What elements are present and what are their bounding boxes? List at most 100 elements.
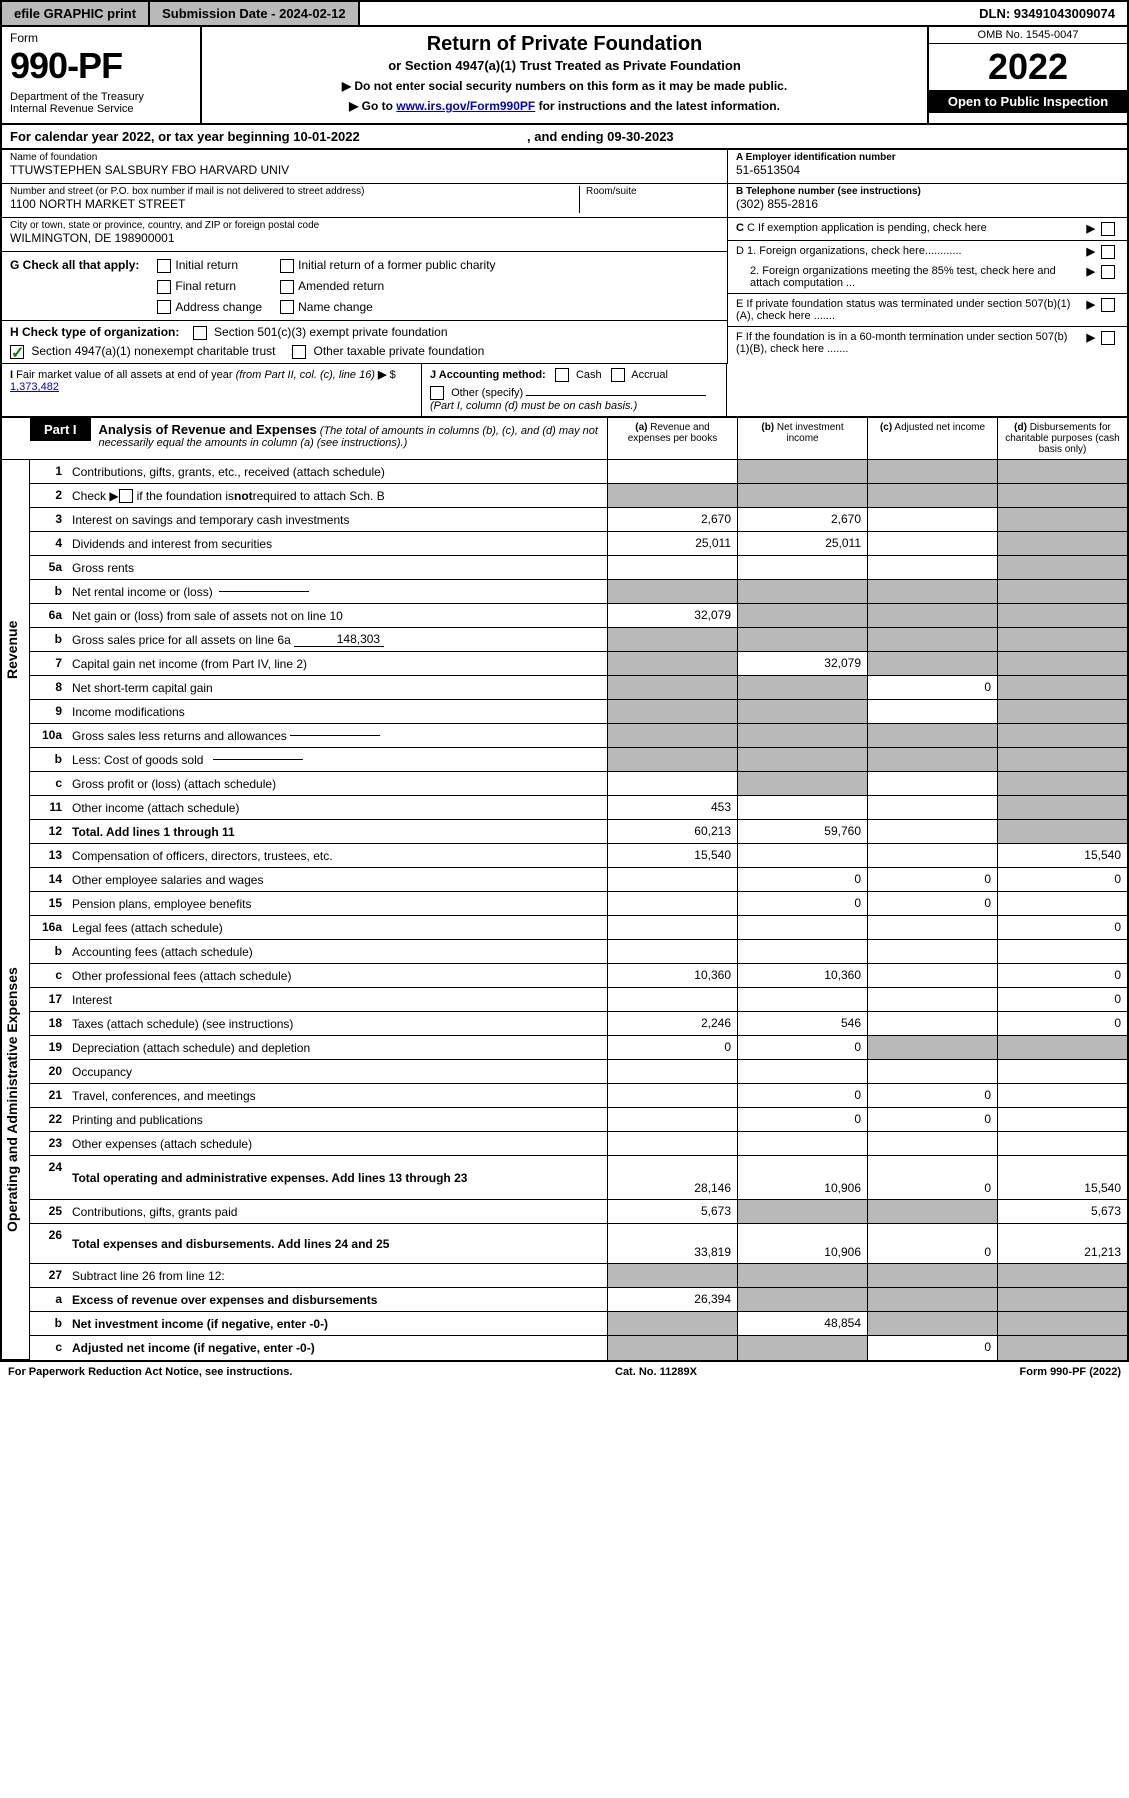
line-27a-desc: Excess of revenue over expenses and disb… [68, 1288, 607, 1311]
h-501c3-checkbox[interactable] [193, 326, 207, 340]
cal-mid: , and ending [527, 129, 607, 144]
l3-d [997, 508, 1127, 531]
form-title: Return of Private Foundation [208, 33, 921, 56]
line-27-desc: Subtract line 26 from line 12: [68, 1264, 607, 1287]
col-b-header: (b) Net investment income [737, 418, 867, 459]
form-header: Form 990-PF Department of the Treasury I… [0, 27, 1129, 125]
j-other-specify-field[interactable] [526, 395, 706, 396]
g-opt-address: Address change [175, 300, 262, 314]
j-other-checkbox[interactable] [430, 386, 444, 400]
l21-b: 0 [737, 1084, 867, 1107]
h-other-checkbox[interactable] [292, 345, 306, 359]
identification-grid: Name of foundation TTUWSTEPHEN SALSBURY … [0, 150, 1129, 364]
line-2-desc: Check ▶ if the foundation is not require… [68, 484, 607, 507]
j-accrual-checkbox[interactable] [611, 368, 625, 382]
e-checkbox[interactable] [1101, 298, 1115, 312]
line-16b-desc: Accounting fees (attach schedule) [68, 940, 607, 963]
col-d-header: (d) Disbursements for charitable purpose… [997, 418, 1127, 459]
form-instruction-1: ▶ Do not enter social security numbers o… [208, 79, 921, 93]
city-value: WILMINGTON, DE 198900001 [10, 231, 719, 245]
line-10c-desc: Gross profit or (loss) (attach schedule) [68, 772, 607, 795]
h-opt-501c3: Section 501(c)(3) exempt private foundat… [214, 325, 447, 339]
l2-schb-checkbox[interactable] [119, 489, 133, 503]
g-name-change-checkbox[interactable] [280, 300, 294, 314]
g-final-return-checkbox[interactable] [157, 280, 171, 294]
g-label: G Check all that apply: [10, 258, 139, 314]
l18-b: 546 [737, 1012, 867, 1035]
l12-a: 60,213 [607, 820, 737, 843]
line-15-desc: Pension plans, employee benefits [68, 892, 607, 915]
form-title-block: Return of Private Foundation or Section … [202, 27, 927, 123]
g-check-row: G Check all that apply: Initial return F… [2, 252, 727, 321]
phone-row: B Telephone number (see instructions) (3… [728, 184, 1127, 218]
j-accrual: Accrual [631, 369, 668, 381]
l16c-b: 10,360 [737, 964, 867, 987]
l10b-field[interactable] [213, 759, 303, 760]
line-13-desc: Compensation of officers, directors, tru… [68, 844, 607, 867]
instr2-post: for instructions and the latest informat… [539, 99, 780, 113]
line-8: 8Net short-term capital gain 0 [30, 676, 1127, 700]
l27c-c: 0 [867, 1336, 997, 1360]
g-initial-former-checkbox[interactable] [280, 259, 294, 273]
efile-print-button[interactable]: efile GRAPHIC print [2, 2, 150, 25]
line-27c-desc: Adjusted net income (if negative, enter … [68, 1336, 607, 1360]
d2-checkbox[interactable] [1101, 265, 1115, 279]
line-11-desc: Other income (attach schedule) [68, 796, 607, 819]
line-19: 19Depreciation (attach schedule) and dep… [30, 1036, 1127, 1060]
l4-a: 25,011 [607, 532, 737, 555]
revenue-side-label: Revenue [2, 460, 29, 840]
f-label: F If the foundation is in a 60-month ter… [736, 331, 1081, 355]
line-16a: 16aLegal fees (attach schedule) 0 [30, 916, 1127, 940]
line-16b: bAccounting fees (attach schedule) [30, 940, 1127, 964]
part1-body: Revenue Operating and Administrative Exp… [0, 460, 1129, 1362]
l5b-field[interactable] [219, 591, 309, 592]
j-cash: Cash [576, 369, 602, 381]
instr2-pre: ▶ Go to [349, 99, 396, 113]
f-checkbox[interactable] [1101, 331, 1115, 345]
irs-link[interactable]: www.irs.gov/Form990PF [396, 99, 535, 113]
form-year-block: OMB No. 1545-0047 2022 Open to Public In… [927, 27, 1127, 123]
line-21-desc: Travel, conferences, and meetings [68, 1084, 607, 1107]
j-cash-checkbox[interactable] [555, 368, 569, 382]
side-label-column: Revenue Operating and Administrative Exp… [2, 460, 30, 1360]
line-7-desc: Capital gain net income (from Part IV, l… [68, 652, 607, 675]
g-address-change-checkbox[interactable] [157, 300, 171, 314]
line-27c: cAdjusted net income (if negative, enter… [30, 1336, 1127, 1360]
l10a-field[interactable] [290, 735, 380, 736]
d1-checkbox[interactable] [1101, 245, 1115, 259]
l1-d [997, 460, 1127, 483]
l14-b: 0 [737, 868, 867, 891]
footer-left: For Paperwork Reduction Act Notice, see … [8, 1366, 292, 1378]
h-4947-checkbox[interactable] [10, 345, 24, 359]
line-20: 20Occupancy [30, 1060, 1127, 1084]
l13-a: 15,540 [607, 844, 737, 867]
phone-value: (302) 855-2816 [736, 197, 1119, 211]
line-18: 18Taxes (attach schedule) (see instructi… [30, 1012, 1127, 1036]
cal-pre: For calendar year 2022, or tax year begi… [10, 129, 293, 144]
g-amended-checkbox[interactable] [280, 280, 294, 294]
l19-a: 0 [607, 1036, 737, 1059]
line-27b: bNet investment income (if negative, ent… [30, 1312, 1127, 1336]
col-c-header: (c) Adjusted net income [867, 418, 997, 459]
fmv-link[interactable]: 1,373,482 [10, 381, 59, 393]
part1-description: Analysis of Revenue and Expenses (The to… [91, 418, 607, 459]
l25-d: 5,673 [997, 1200, 1127, 1223]
e-label: E If private foundation status was termi… [736, 298, 1081, 322]
g-initial-return-checkbox[interactable] [157, 259, 171, 273]
line-20-desc: Occupancy [68, 1060, 607, 1083]
d-row: D 1. Foreign organizations, check here..… [728, 241, 1127, 294]
l24-d: 15,540 [997, 1156, 1127, 1199]
l22-b: 0 [737, 1108, 867, 1131]
section-ij: I Fair market value of all assets at end… [0, 364, 1129, 418]
line-13: 13Compensation of officers, directors, t… [30, 844, 1127, 868]
dln-label: DLN: 93491043009074 [967, 2, 1127, 25]
g-opt-initial: Initial return [175, 258, 238, 272]
cal-end: 09-30-2023 [607, 129, 674, 144]
line-6b-desc: Gross sales price for all assets on line… [68, 628, 607, 651]
submission-date-label: Submission Date - 2024-02-12 [150, 2, 360, 25]
line-15: 15Pension plans, employee benefits 00 [30, 892, 1127, 916]
l25-a: 5,673 [607, 1200, 737, 1223]
c-checkbox[interactable] [1101, 222, 1115, 236]
line-25-desc: Contributions, gifts, grants paid [68, 1200, 607, 1223]
l8-c: 0 [867, 676, 997, 699]
